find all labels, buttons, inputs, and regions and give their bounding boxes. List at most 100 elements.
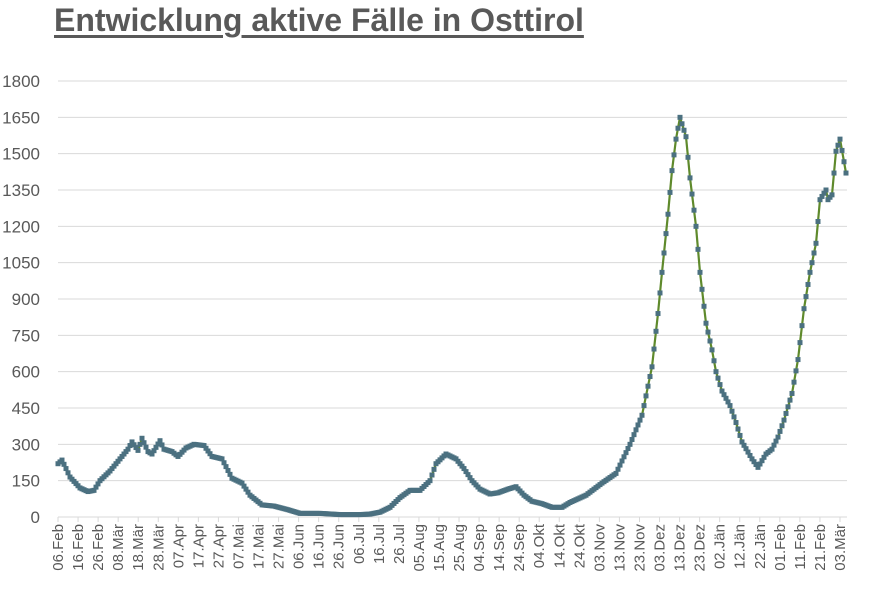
data-point-marker [737,432,743,438]
data-point-marker [127,443,133,449]
data-point-marker [699,286,705,292]
data-point-marker [619,458,625,464]
x-tick-label: 18.Mär [130,524,147,571]
data-point-marker [707,338,713,344]
data-point-marker [709,347,715,353]
data-point-marker [687,175,693,181]
data-point-marker [153,444,159,450]
data-point-marker [715,375,721,381]
chart-title: Entwicklung aktive Fälle in Osttirol [54,2,584,38]
data-point-marker [621,454,627,460]
x-tick-label: 05.Aug [411,524,428,572]
y-tick-label: 900 [12,290,40,309]
x-tick-label: 06.Jul [351,524,368,564]
x-tick-label: 11.Feb [792,524,809,570]
data-point-marker [59,457,65,463]
data-point-marker [697,269,703,275]
data-point-marker [691,207,697,213]
data-point-marker [797,340,803,346]
data-point-marker [693,223,699,229]
data-point-marker [675,125,681,131]
data-point-marker [683,134,689,140]
data-point-marker [93,484,99,490]
data-point-marker [731,414,737,420]
data-point-marker [755,464,761,470]
data-point-marker [809,260,815,266]
data-point-marker [733,420,739,426]
x-tick-label: 04.Sep [471,524,488,572]
data-point-marker [681,127,687,133]
x-tick-label: 06.Feb [50,524,67,571]
x-tick-label: 22.Jän [752,524,769,569]
x-tick-label: 03.Mär [832,524,849,571]
x-tick-label: 08.Mär [110,524,127,571]
data-point-marker [789,390,795,396]
data-point-marker [837,136,843,142]
data-point-marker [635,422,641,428]
data-point-marker [735,426,741,432]
data-point-marker [629,436,635,442]
data-point-marker [139,435,145,441]
data-point-marker [131,442,137,448]
data-point-marker [723,395,729,401]
data-point-marker [159,442,165,448]
data-point-marker [125,446,131,452]
x-tick-label: 15.Aug [431,524,448,572]
data-point-marker [465,472,471,478]
data-point-marker [241,483,247,489]
data-point-marker [665,211,671,217]
data-point-marker [713,369,719,375]
data-series [55,114,849,518]
data-point-marker [243,486,249,492]
data-point-marker [769,446,775,452]
x-tick-label: 03.Dez [652,524,669,572]
data-point-marker [783,410,789,416]
data-point-marker [141,440,147,446]
data-point-marker [749,456,755,462]
data-point-marker [823,187,829,193]
data-point-marker [633,427,639,433]
data-point-marker [801,306,807,312]
data-point-marker [133,445,139,451]
data-point-marker [741,442,747,448]
data-point-marker [651,346,657,352]
data-point-marker [805,281,811,287]
data-point-marker [673,136,679,142]
y-tick-label: 600 [12,363,40,382]
x-tick-label: 13.Nov [611,524,628,572]
x-tick-label: 04.Okt [531,523,548,568]
x-tick-label: 03.Nov [591,524,608,572]
data-point-marker [205,448,211,454]
data-point-marker [645,383,651,389]
y-tick-label: 1650 [2,108,40,127]
data-point-marker [661,250,667,256]
x-tick-label: 06.Jun [291,524,308,569]
x-tick-label: 16.Feb [70,524,87,571]
data-point-marker [639,412,645,418]
data-point-marker [63,466,69,472]
data-point-marker [811,250,817,256]
x-tick-label: 16.Jul [371,524,388,564]
data-point-marker [803,294,809,300]
data-point-marker [207,451,213,457]
data-point-marker [787,397,793,403]
data-point-marker [155,441,161,447]
x-tick-label: 02.Jän [712,524,729,569]
x-tick-label: 01.Feb [772,524,789,571]
data-point-marker [757,461,763,467]
y-tick-label: 0 [31,508,40,527]
data-point-marker [65,470,71,476]
data-point-marker [627,441,633,447]
gridlines [58,80,847,482]
data-point-marker [467,475,473,481]
data-point-marker [771,442,777,448]
data-point-marker [221,460,227,466]
data-point-marker [745,449,751,455]
x-tick-label: 24.Sep [511,524,528,572]
data-point-marker [663,231,669,237]
data-point-marker [641,403,647,409]
data-point-marker [223,464,229,470]
data-point-marker [807,269,813,275]
data-point-marker [637,417,643,423]
y-axis-labels: 0 150 300 450 600 750 900 1050 1200 1350 1500 1650 1… [2,72,40,527]
